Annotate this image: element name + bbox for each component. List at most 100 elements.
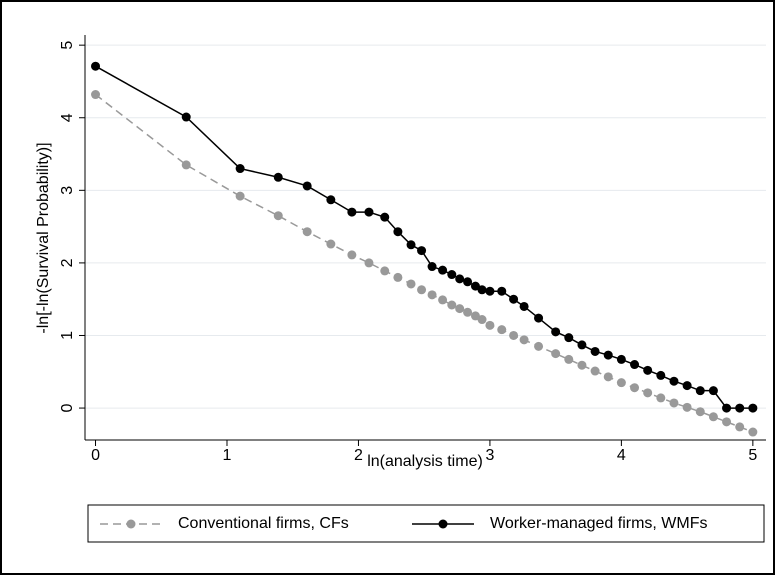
data-point <box>417 246 427 256</box>
data-point <box>181 160 191 170</box>
data-point <box>347 207 357 217</box>
data-point <box>326 239 336 249</box>
data-point <box>643 365 653 375</box>
data-point <box>497 325 507 335</box>
data-point <box>603 372 613 382</box>
data-point <box>551 349 561 359</box>
data-point <box>447 270 457 280</box>
data-point <box>722 403 732 413</box>
data-point <box>682 381 692 391</box>
data-point <box>427 262 437 272</box>
legend-marker <box>126 519 136 529</box>
x-tick-label: 0 <box>91 447 100 464</box>
data-point <box>669 398 679 408</box>
data-point <box>695 386 705 396</box>
data-point <box>735 403 745 413</box>
data-point <box>477 285 487 295</box>
x-tick-label: 4 <box>617 447 626 464</box>
data-point <box>380 266 390 276</box>
data-point <box>577 340 587 350</box>
data-point <box>463 277 473 287</box>
y-tick-label: 2 <box>59 258 76 267</box>
x-tick-label: 5 <box>748 447 757 464</box>
data-point <box>273 211 283 221</box>
data-point <box>669 376 679 386</box>
data-point <box>470 281 480 291</box>
data-point <box>470 311 480 321</box>
x-tick-label: 2 <box>354 447 363 464</box>
data-point <box>235 191 245 201</box>
data-point <box>590 366 600 376</box>
data-point <box>447 300 457 310</box>
data-point <box>551 327 561 337</box>
data-point <box>463 307 473 317</box>
data-point <box>735 422 745 432</box>
data-point <box>393 227 403 237</box>
data-point <box>630 383 640 393</box>
legend-marker <box>438 519 448 529</box>
legend-label: Worker-managed firms, WMFs <box>490 515 708 532</box>
data-point <box>509 294 519 304</box>
data-point <box>534 341 544 351</box>
data-point <box>347 250 357 260</box>
data-point <box>235 164 245 174</box>
data-point <box>643 388 653 398</box>
data-point <box>91 61 101 71</box>
data-point <box>427 290 437 300</box>
data-point <box>564 354 574 364</box>
y-tick-label: 1 <box>59 331 76 340</box>
data-point <box>438 295 448 305</box>
y-axis-title: -ln[-ln(Survival Probability)] <box>35 142 52 333</box>
data-point <box>485 320 495 330</box>
data-point <box>603 350 613 360</box>
data-point <box>590 346 600 356</box>
data-point <box>519 335 529 345</box>
data-point <box>748 427 758 437</box>
data-point <box>302 227 312 237</box>
data-point <box>682 402 692 412</box>
data-point <box>630 360 640 370</box>
y-tick-label: 3 <box>59 186 76 195</box>
data-point <box>273 172 283 182</box>
y-tick-label: 4 <box>59 113 76 122</box>
data-point <box>656 370 666 380</box>
data-point <box>616 378 626 388</box>
data-point <box>477 315 487 325</box>
data-point <box>497 286 507 296</box>
data-point <box>708 412 718 422</box>
data-point <box>364 207 374 217</box>
data-point <box>181 112 191 122</box>
data-point <box>380 212 390 222</box>
series-line <box>95 93 754 433</box>
data-point <box>509 330 519 340</box>
legend-label: Conventional firms, CFs <box>178 515 349 532</box>
data-point <box>722 417 732 427</box>
data-point <box>534 313 544 323</box>
data-point <box>91 90 101 100</box>
data-point <box>302 181 312 191</box>
x-tick-label: 1 <box>223 447 232 464</box>
data-point <box>455 274 465 284</box>
data-point <box>364 258 374 268</box>
data-point <box>656 393 666 403</box>
y-tick-label: 0 <box>59 404 76 413</box>
data-point <box>708 386 718 396</box>
y-tick-label: 5 <box>59 41 76 50</box>
x-tick-label: 3 <box>485 447 494 464</box>
data-point <box>393 272 403 282</box>
data-point <box>564 333 574 343</box>
x-axis-title: ln(analysis time) <box>367 453 483 470</box>
series-line <box>95 65 753 409</box>
data-point <box>616 354 626 364</box>
data-point <box>438 265 448 275</box>
data-point <box>695 407 705 417</box>
data-point <box>455 304 465 314</box>
data-point <box>417 285 427 295</box>
data-point <box>519 301 529 311</box>
data-point <box>406 240 416 250</box>
data-point <box>406 279 416 289</box>
data-point <box>577 360 587 370</box>
data-point <box>748 403 758 413</box>
